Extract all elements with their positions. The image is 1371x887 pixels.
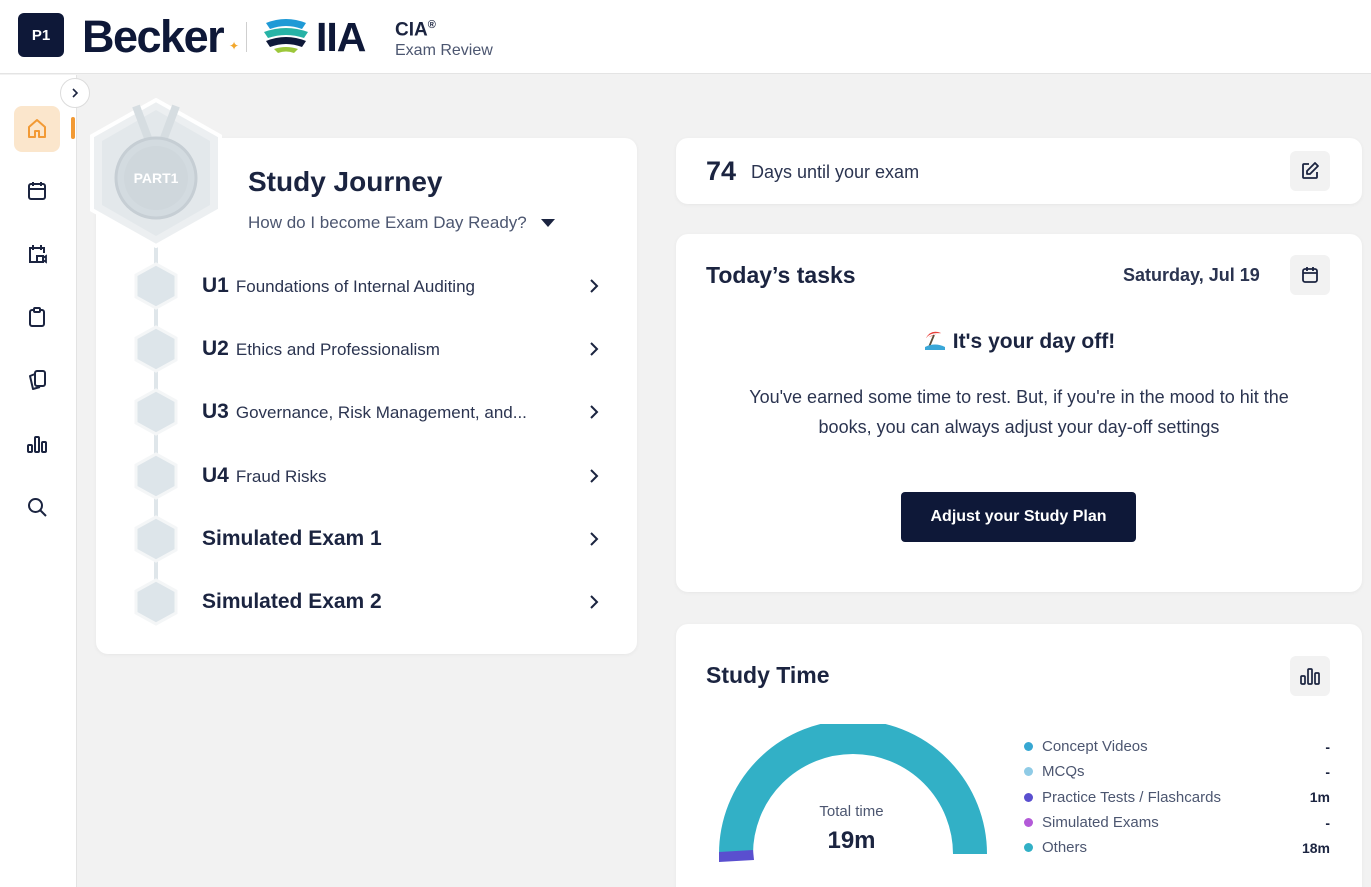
calendar-button[interactable] <box>1290 255 1330 295</box>
hexagon-icon <box>134 262 178 310</box>
simulated-exam-name: Simulated Exam 2 <box>202 590 382 613</box>
legend-item: Concept Videos - <box>1024 734 1330 759</box>
iia-globe-icon <box>264 19 308 53</box>
part-medal-label: PART1 <box>134 170 179 186</box>
simulated-exam-row[interactable]: Simulated Exam 1 <box>134 514 604 564</box>
unit-code: U2 <box>202 337 229 360</box>
chevron-right-icon <box>584 466 604 486</box>
active-indicator <box>71 117 75 139</box>
bar-chart-icon <box>27 436 47 453</box>
hexagon-icon <box>134 452 178 500</box>
legend-dot-icon <box>1024 792 1033 802</box>
gauge-practice-arc <box>719 850 754 862</box>
sparkle-icon: ✦ <box>229 39 240 53</box>
days-count: 74 <box>706 156 737 186</box>
unit-row[interactable]: U3 Governance, Risk Management, and... <box>134 387 604 437</box>
hexagon-icon <box>134 388 178 436</box>
study-time-card: Study Time Total time 19m Concept Videos… <box>676 624 1362 887</box>
legend-item: Practice Tests / Flashcards 1m <box>1024 785 1330 810</box>
chevron-right-icon <box>72 88 79 98</box>
day-off-text: It's your day off! <box>952 330 1116 353</box>
calendar-icon <box>28 182 46 200</box>
sidebar-item-flashcards[interactable] <box>14 357 60 403</box>
unit-name: Governance, Risk Management, and... <box>235 403 527 422</box>
calendar-video-icon <box>29 245 47 264</box>
exam-ready-label: How do I become Exam Day Ready? <box>248 213 527 232</box>
sidebar-item-search[interactable] <box>14 484 60 530</box>
calendar-icon <box>1302 267 1318 283</box>
clipboard-icon <box>29 307 45 327</box>
edit-exam-date-button[interactable] <box>1290 151 1330 191</box>
tasks-date: Saturday, Jul 19 <box>1123 265 1260 285</box>
legend-dot-icon <box>1024 818 1033 828</box>
unit-row[interactable]: U4 Fraud Risks <box>134 451 604 501</box>
bar-chart-icon <box>1300 668 1320 685</box>
chevron-right-icon <box>584 276 604 296</box>
product-subtitle: Exam Review <box>395 42 493 59</box>
adjust-study-plan-button[interactable]: Adjust your Study Plan <box>901 492 1136 542</box>
hexagon-icon <box>134 325 178 373</box>
total-time-label: Total time <box>819 803 884 820</box>
study-time-legend: Concept Videos - MCQs - Practice Tests / F… <box>1024 734 1330 860</box>
day-off-heading: It's your day off! <box>676 329 1362 354</box>
total-time-value: 19m <box>827 827 876 854</box>
unit-code: U4 <box>202 464 229 487</box>
part-badge[interactable]: P1 <box>18 13 64 57</box>
chevron-right-icon <box>584 592 604 612</box>
caret-down-icon <box>540 219 555 227</box>
unit-row[interactable]: U1 Foundations of Internal Auditing <box>134 261 604 311</box>
beach-umbrella-icon <box>924 331 945 350</box>
chevron-right-icon <box>584 529 604 549</box>
unit-code: U3 <box>202 400 229 423</box>
legend-dot-icon <box>1024 742 1033 752</box>
sidebar-nav <box>0 75 77 887</box>
sidebar-item-schedule[interactable] <box>14 231 60 277</box>
days-label: Days until your exam <box>751 162 920 182</box>
sidebar-item-home[interactable] <box>14 106 60 152</box>
edit-icon <box>1302 162 1319 179</box>
todays-tasks-card: Today’s tasks Saturday, Jul 19 It's your… <box>676 234 1362 592</box>
legend-item: MCQs - <box>1024 759 1330 784</box>
chevron-right-icon <box>584 339 604 359</box>
tasks-title: Today’s tasks <box>706 262 856 288</box>
study-stats-button[interactable] <box>1290 656 1330 696</box>
legend-dot-icon <box>1024 767 1033 777</box>
unit-name: Fraud Risks <box>235 467 327 486</box>
unit-code: U1 <box>202 274 229 297</box>
part-medal-icon: PART1 <box>90 98 222 248</box>
iia-logo: IIA <box>316 14 366 60</box>
sidebar-item-clipboard[interactable] <box>14 294 60 340</box>
day-off-message: You've earned some time to rest. But, if… <box>749 387 1289 437</box>
top-header: P1 Becker ✦ IIA CIA® Exam Review <box>0 0 1371 74</box>
sidebar-item-analytics[interactable] <box>14 421 60 467</box>
legend-dot-icon <box>1024 843 1033 853</box>
exam-countdown-card: 74 Days until your exam <box>676 138 1362 204</box>
simulated-exam-row[interactable]: Simulated Exam 2 <box>134 577 604 627</box>
unit-row[interactable]: U2 Ethics and Professionalism <box>134 324 604 374</box>
sidebar-item-calendar[interactable] <box>14 168 60 214</box>
legend-item: Others 18m <box>1024 835 1330 860</box>
product-title: CIA® <box>395 19 436 41</box>
study-journey-title: Study Journey <box>248 166 443 197</box>
exam-ready-dropdown[interactable]: How do I become Exam Day Ready? <box>248 213 555 233</box>
study-time-gauge <box>719 724 987 862</box>
home-icon <box>28 119 46 138</box>
gauge-others-arc <box>719 724 987 855</box>
study-time-title: Study Time <box>706 662 830 688</box>
search-icon <box>28 498 47 517</box>
legend-item: Simulated Exams - <box>1024 810 1330 835</box>
unit-name: Ethics and Professionalism <box>235 340 440 359</box>
header-divider <box>246 22 247 52</box>
becker-logo: Becker <box>82 11 225 62</box>
simulated-exam-name: Simulated Exam 1 <box>202 527 382 550</box>
sidebar-expand-button[interactable] <box>60 78 90 108</box>
hexagon-icon <box>134 515 178 563</box>
cards-icon <box>29 370 46 390</box>
hexagon-icon <box>134 578 178 626</box>
unit-name: Foundations of Internal Auditing <box>235 277 475 296</box>
chevron-right-icon <box>584 402 604 422</box>
